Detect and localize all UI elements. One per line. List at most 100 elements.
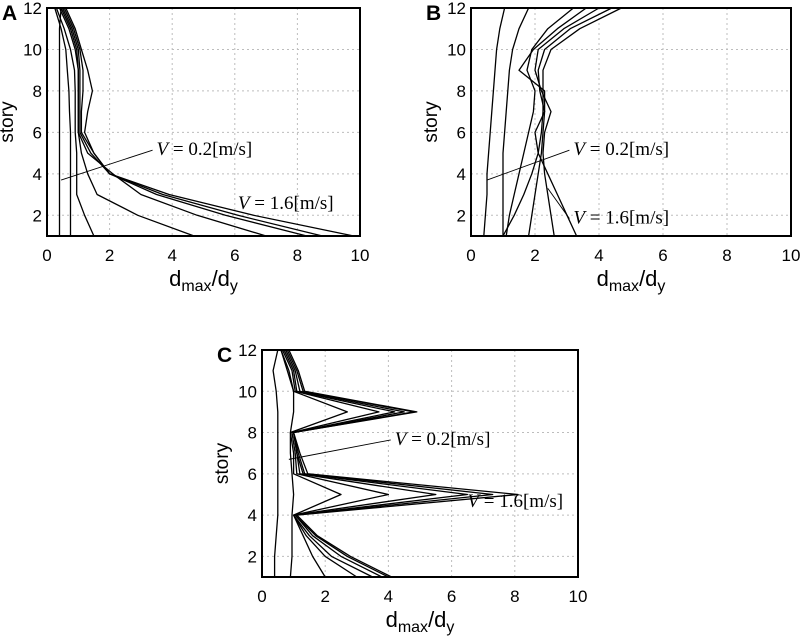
series-line-8 (288, 349, 519, 578)
panel-label: C (217, 344, 232, 367)
y-tick-label: 6 (33, 123, 42, 142)
grid (262, 350, 578, 577)
x-axis-label-sub1: max (181, 278, 211, 295)
y-tick-label: 10 (238, 382, 257, 401)
y-tick-label: 12 (23, 0, 42, 18)
y-tick-label: 6 (457, 123, 466, 142)
x-axis-label: dmax/dy (386, 607, 455, 636)
tick-labels: 0 2 4 6 8 10 2 4 6 8 10 12 (447, 0, 800, 265)
x-tick-label: 4 (167, 246, 176, 265)
x-axis-label-sub2: y (446, 619, 454, 636)
plot-frame (470, 7, 792, 237)
x-tick-label: 2 (320, 587, 329, 606)
series-line-7 (63, 7, 323, 237)
x-axis-label: dmax/dy (597, 266, 666, 295)
x-axis-label-mid: /d (639, 266, 657, 291)
x-axis-label-sub1: max (609, 278, 639, 295)
grid (47, 8, 360, 236)
x-axis-label-main: d (597, 266, 609, 291)
series-line-6 (62, 7, 307, 237)
annotation-value: = 0.2[m/s] (585, 139, 669, 160)
tick-labels: 0 2 4 6 8 10 2 4 6 8 10 12 (238, 341, 587, 606)
annotation-leader-line (60, 149, 153, 181)
annotation-leader-line (547, 188, 570, 219)
series-group (54, 7, 354, 237)
y-tick-label: 10 (23, 40, 42, 59)
series-line-1 (483, 7, 506, 237)
x-tick-label: 0 (257, 587, 266, 606)
plot-frame (46, 7, 361, 237)
plot-frame (261, 349, 579, 578)
series-line-5 (534, 7, 600, 237)
panel-label: A (2, 2, 17, 25)
series-line-4 (281, 349, 390, 578)
annotation-variable: V (467, 491, 481, 512)
y-axis-label: story (0, 101, 18, 143)
annotation-variable: V (238, 193, 252, 214)
y-tick-label: 8 (248, 424, 257, 443)
x-tick-label: 10 (351, 246, 370, 265)
annotation-variable: V (573, 208, 587, 229)
series-line-5 (283, 349, 437, 578)
x-tick-label: 8 (510, 587, 519, 606)
y-tick-label: 4 (33, 165, 42, 184)
annotation-label: V = 0.2[m/s] (157, 139, 253, 160)
grid (471, 8, 791, 236)
annotation-label: V = 0.2[m/s] (395, 429, 491, 450)
annotation-label: V = 1.6[m/s] (573, 208, 669, 229)
x-tick-label: 0 (466, 246, 475, 265)
x-tick-label: 4 (594, 246, 603, 265)
y-tick-label: 10 (447, 40, 466, 59)
series-line-6 (534, 7, 613, 237)
series-line-6 (285, 349, 469, 578)
annotation-variable: V (157, 139, 171, 160)
y-axis-label: story (421, 101, 442, 143)
series-group (272, 349, 519, 578)
series-line-1 (58, 7, 62, 236)
x-axis-label-sub1: max (398, 619, 428, 636)
x-axis-label: dmax/dy (169, 266, 238, 295)
annotations: V = 0.2[m/s] V = 1.6[m/s] (486, 139, 669, 229)
x-tick-label: 2 (105, 246, 114, 265)
series-line-8 (65, 7, 354, 237)
y-tick-label: 2 (457, 206, 466, 225)
x-axis-label-sub2: y (657, 278, 665, 295)
y-tick-label: 12 (447, 0, 466, 18)
annotation-value: = 1.6[m/s] (250, 193, 334, 214)
annotations: V = 0.2[m/s]V = 1.6[m/s] (60, 139, 334, 214)
x-axis-label-mid: /d (428, 607, 446, 632)
x-tick-label: 4 (384, 587, 393, 606)
annotation-value: = 0.2[m/s] (406, 429, 490, 450)
x-axis-label-main: d (169, 266, 181, 291)
y-axis-label: story (212, 442, 233, 484)
series-line-2 (502, 7, 530, 236)
x-tick-label: 8 (722, 246, 731, 265)
annotation-leader-line (486, 149, 570, 181)
series-group (483, 7, 622, 237)
x-tick-label: 6 (658, 246, 667, 265)
x-tick-label: 6 (447, 587, 456, 606)
panel-label: B (426, 2, 441, 25)
series-line-5 (60, 7, 267, 237)
x-tick-label: 10 (569, 587, 588, 606)
y-tick-label: 4 (248, 506, 257, 525)
y-tick-label: 2 (248, 547, 257, 566)
annotation-variable: V (395, 429, 409, 450)
x-axis-label-mid: /d (212, 266, 230, 291)
series-line-2 (54, 7, 72, 236)
y-tick-label: 8 (33, 82, 42, 101)
series-line-7 (502, 7, 622, 237)
annotation-value: = 1.6[m/s] (585, 208, 669, 229)
x-tick-label: 2 (530, 246, 539, 265)
x-tick-label: 10 (782, 246, 801, 265)
y-tick-label: 2 (33, 206, 42, 225)
y-tick-label: 12 (238, 341, 257, 360)
annotation-label: V = 1.6[m/s] (467, 491, 563, 512)
series-line-4 (518, 7, 587, 237)
annotation-label: V = 1.6[m/s] (238, 193, 334, 214)
x-axis-label-main: d (386, 607, 398, 632)
